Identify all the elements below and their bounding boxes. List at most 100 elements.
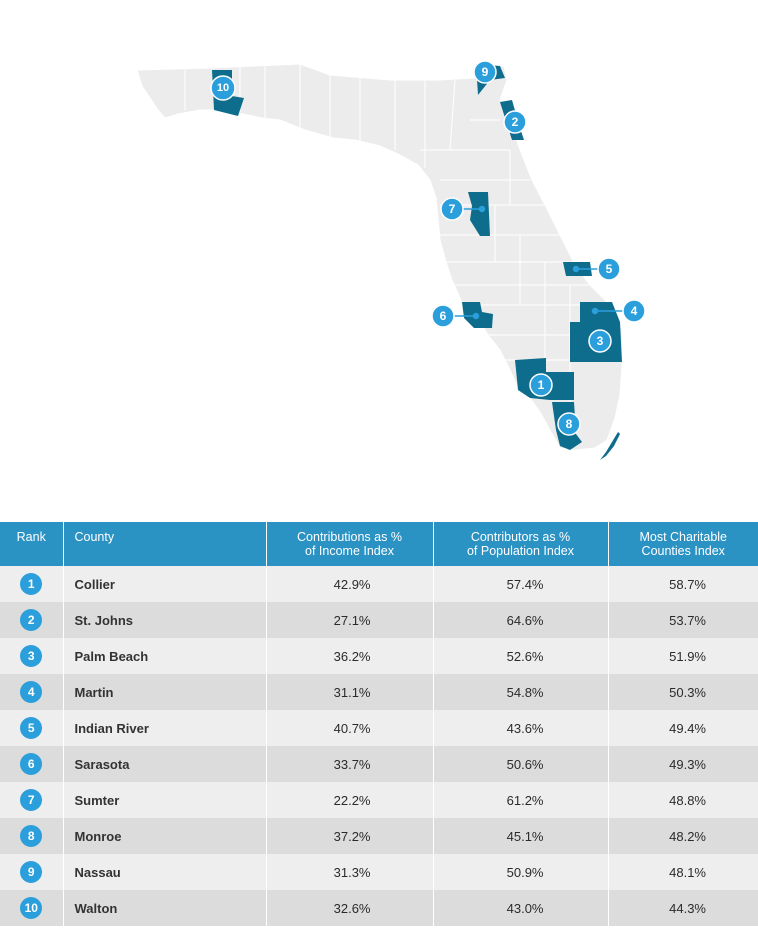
header-contributions-income: Contributions as % of Income Index: [265, 522, 433, 566]
marker-6: 6: [431, 304, 455, 328]
contributors-population-cell: 50.6%: [432, 746, 608, 782]
county-cell: Monroe: [62, 818, 266, 854]
table-row: 2 St. Johns 27.1% 64.6% 53.7%: [0, 602, 758, 638]
charitable-index-cell: 44.3%: [607, 890, 758, 926]
county-boundaries: [184, 64, 620, 420]
contributors-population-cell: 50.9%: [432, 854, 608, 890]
florida-keys-shape: [600, 432, 620, 460]
rank-badge: 10: [20, 897, 43, 919]
rank-cell: 5: [0, 710, 63, 746]
table-row: 4 Martin 31.1% 54.8% 50.3%: [0, 674, 758, 710]
svg-text:4: 4: [631, 304, 638, 318]
rank-badge: 1: [20, 573, 43, 595]
rank-badge: 5: [20, 717, 43, 739]
rank-cell: 9: [0, 854, 63, 890]
contributions-income-cell: 37.2%: [265, 818, 433, 854]
header-contributors-population: Contributors as % of Population Index: [432, 522, 608, 566]
marker-leaders: [452, 205, 626, 320]
marker-2: 2: [503, 110, 527, 134]
marker-1: 1: [529, 373, 553, 397]
contributions-income-cell: 36.2%: [265, 638, 433, 674]
county-martin: [580, 302, 620, 322]
contributors-population-cell: 43.0%: [432, 890, 608, 926]
rank-badge: 7: [20, 789, 43, 811]
contributors-population-cell: 43.6%: [432, 710, 608, 746]
ranking-table: Rank County Contributions as % of Income…: [0, 522, 758, 926]
header-rank: Rank: [0, 522, 63, 566]
contributions-income-cell: 32.6%: [265, 890, 433, 926]
contributions-income-cell: 22.2%: [265, 782, 433, 818]
contributors-population-cell: 45.1%: [432, 818, 608, 854]
charitable-index-cell: 48.8%: [607, 782, 758, 818]
table-row: 6 Sarasota 33.7% 50.6% 49.3%: [0, 746, 758, 782]
table-row: 8 Monroe 37.2% 45.1% 48.2%: [0, 818, 758, 854]
county-sumter: [468, 192, 490, 236]
table-row: 9 Nassau 31.3% 50.9% 48.1%: [0, 854, 758, 890]
county-cell: Sarasota: [62, 746, 266, 782]
table-row: 3 Palm Beach 36.2% 52.6% 51.9%: [0, 638, 758, 674]
charitable-index-cell: 49.3%: [607, 746, 758, 782]
table-header-row: Rank County Contributions as % of Income…: [0, 522, 758, 566]
rank-cell: 10: [0, 890, 63, 926]
rank-cell: 3: [0, 638, 63, 674]
svg-text:3: 3: [597, 334, 604, 348]
table-row: 7 Sumter 22.2% 61.2% 48.8%: [0, 782, 758, 818]
rank-cell: 4: [0, 674, 63, 710]
rank-badge: 9: [20, 861, 43, 883]
county-cell: St. Johns: [62, 602, 266, 638]
contributions-income-cell: 31.3%: [265, 854, 433, 890]
marker-4: 4: [622, 299, 646, 323]
florida-map: 1 2 3 4 5 6 7 8 9 10: [136, 60, 646, 460]
charitable-index-cell: 48.1%: [607, 854, 758, 890]
contributors-population-cell: 54.8%: [432, 674, 608, 710]
svg-text:5: 5: [606, 262, 613, 276]
county-cell: Palm Beach: [62, 638, 266, 674]
rank-cell: 7: [0, 782, 63, 818]
contributors-population-cell: 57.4%: [432, 566, 608, 602]
charitable-index-cell: 58.7%: [607, 566, 758, 602]
table-row: 1 Collier 42.9% 57.4% 58.7%: [0, 566, 758, 602]
contributions-income-cell: 42.9%: [265, 566, 433, 602]
svg-text:1: 1: [538, 378, 545, 392]
county-cell: Nassau: [62, 854, 266, 890]
contributions-income-cell: 31.1%: [265, 674, 433, 710]
header-county: County: [62, 522, 266, 566]
rank-badge: 8: [20, 825, 43, 847]
svg-text:2: 2: [512, 115, 519, 129]
contributions-income-cell: 33.7%: [265, 746, 433, 782]
charitable-index-cell: 53.7%: [607, 602, 758, 638]
table-row: 5 Indian River 40.7% 43.6% 49.4%: [0, 710, 758, 746]
rank-badge: 2: [20, 609, 43, 631]
marker-7: 7: [440, 197, 464, 221]
contributions-income-cell: 27.1%: [265, 602, 433, 638]
county-cell: Walton: [62, 890, 266, 926]
charitable-index-cell: 51.9%: [607, 638, 758, 674]
svg-text:6: 6: [440, 309, 447, 323]
marker-5: 5: [597, 257, 621, 281]
marker-9: 9: [473, 60, 497, 84]
rank-badge: 4: [20, 681, 43, 703]
rank-cell: 8: [0, 818, 63, 854]
rank-cell: 6: [0, 746, 63, 782]
marker-3: 3: [588, 329, 612, 353]
rank-badge: 3: [20, 645, 43, 667]
marker-10: 10: [210, 75, 236, 101]
svg-text:10: 10: [217, 82, 229, 94]
svg-text:8: 8: [566, 417, 573, 431]
charitable-index-cell: 49.4%: [607, 710, 758, 746]
table-row: 10 Walton 32.6% 43.0% 44.3%: [0, 890, 758, 926]
contributors-population-cell: 61.2%: [432, 782, 608, 818]
contributions-income-cell: 40.7%: [265, 710, 433, 746]
county-cell: Collier: [62, 566, 266, 602]
contributors-population-cell: 52.6%: [432, 638, 608, 674]
rank-cell: 2: [0, 602, 63, 638]
svg-text:9: 9: [482, 65, 489, 79]
charitable-index-cell: 50.3%: [607, 674, 758, 710]
marker-8: 8: [557, 412, 581, 436]
rank-badge: 6: [20, 753, 43, 775]
charitable-index-cell: 48.2%: [607, 818, 758, 854]
county-cell: Martin: [62, 674, 266, 710]
contributors-population-cell: 64.6%: [432, 602, 608, 638]
county-cell: Indian River: [62, 710, 266, 746]
svg-text:7: 7: [449, 202, 456, 216]
